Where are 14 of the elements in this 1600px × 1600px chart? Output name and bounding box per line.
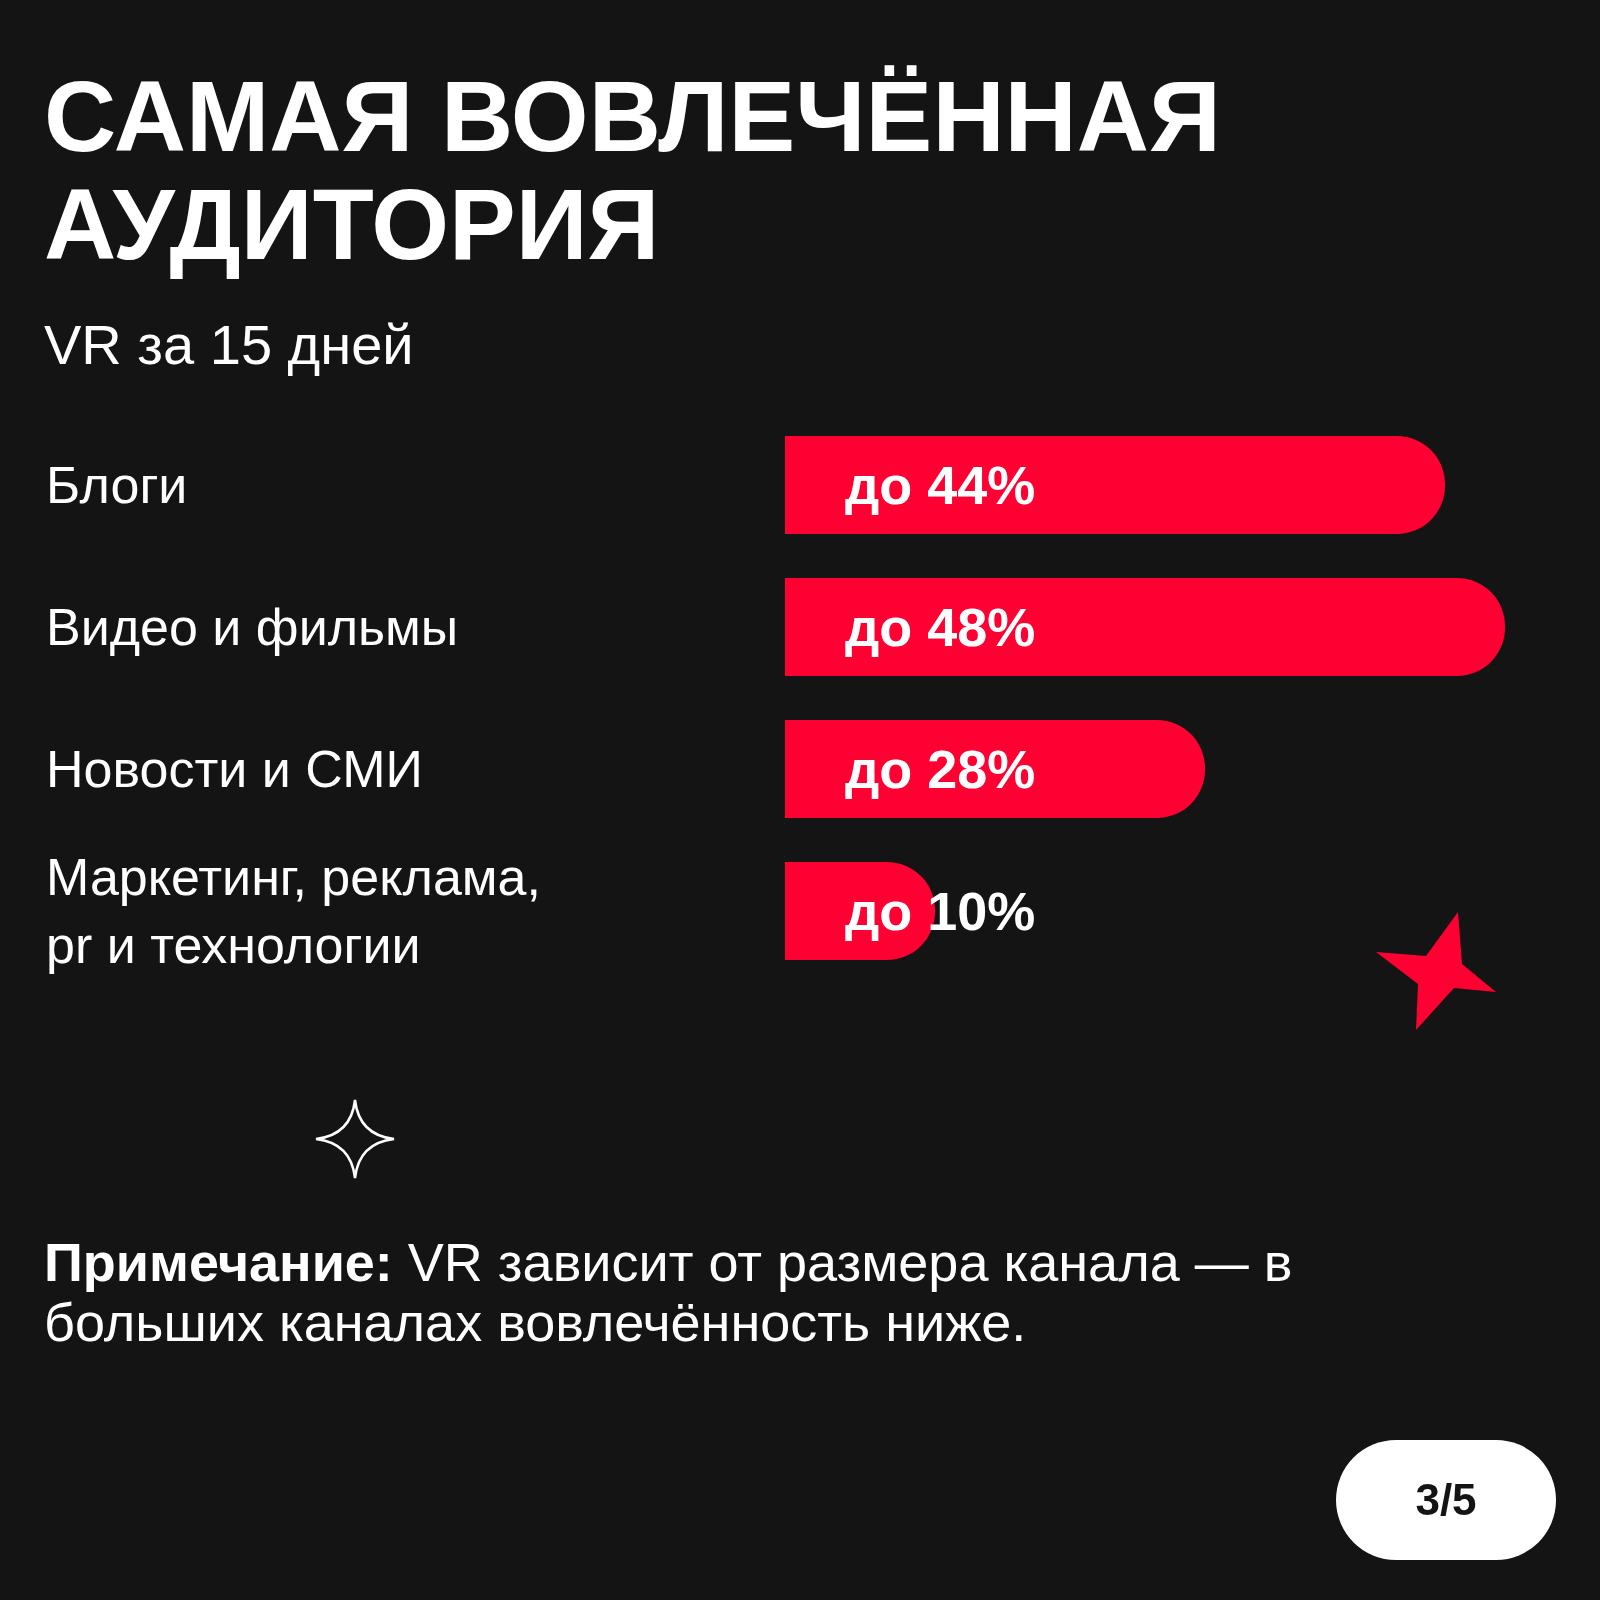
y-tick-label: Блоги <box>46 456 188 514</box>
chart-title: САМАЯ ВОВЛЕЧЁННАЯ АУДИТОРИЯ <box>44 60 1222 280</box>
text: Примечание: VR зависит от размера канала — в больших каналах вовлечённость ниже. <box>44 1232 1294 1352</box>
data-label: до 44% <box>845 455 1036 515</box>
text: VR за 15 дней <box>44 312 414 377</box>
y-tick-label: Новости и СМИ <box>46 740 423 798</box>
data-label: до 48% <box>845 597 1036 657</box>
text: 3/5 <box>1336 1440 1556 1560</box>
bar <box>785 436 1445 534</box>
y-tick-label: Маркетинг, реклама, pr и технологии <box>46 848 541 974</box>
y-tick-label: Видео и фильмы <box>46 598 459 656</box>
data-label: до 28% <box>845 739 1036 799</box>
bar <box>785 578 1505 676</box>
bar <box>785 720 1205 818</box>
